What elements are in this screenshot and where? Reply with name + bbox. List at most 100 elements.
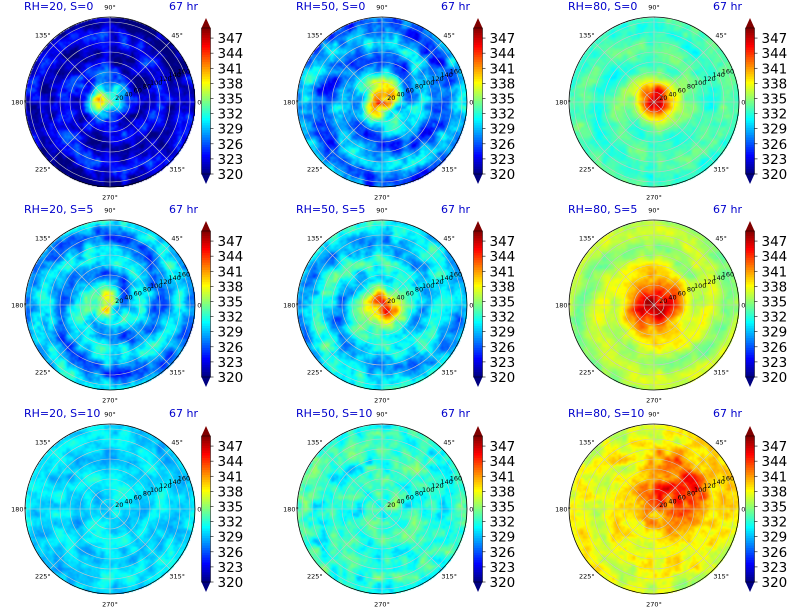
angular-gridline (593, 508, 655, 570)
radial-tick-label: 20 (115, 297, 123, 305)
colorbar-segment (473, 161, 483, 165)
colorbar-segment (201, 530, 211, 534)
colorbar-tick-label: 326 (218, 545, 244, 561)
colorbar-segment (473, 132, 483, 136)
colorbar-segment (201, 115, 211, 119)
colorbar-tick-label: 329 (490, 530, 516, 546)
colorbar-segment (473, 325, 483, 329)
angle-tick-label: 270° (646, 194, 662, 202)
colorbar-segment (745, 328, 755, 332)
colorbar-segment (473, 49, 483, 53)
colorbar-tick-label: 326 (490, 340, 516, 356)
angle-tick-label: 45° (715, 31, 727, 39)
colorbar-tick-label: 341 (490, 469, 516, 485)
colorbar-segment (745, 37, 755, 41)
colorbar-segment (201, 301, 211, 305)
colorbar-segment (201, 257, 211, 261)
colorbar-segment (473, 496, 483, 500)
angular-gridline (593, 41, 655, 103)
angle-tick-label: 225° (35, 166, 51, 174)
colorbar-segment (201, 436, 211, 440)
colorbar-segment (473, 574, 483, 578)
colorbar-segment (473, 560, 483, 564)
colorbar-segment (473, 352, 483, 356)
colorbar-segment (201, 103, 211, 107)
colorbar-segment (745, 533, 755, 537)
panel-title: RH=20, S=0 (24, 0, 93, 13)
angle-tick-label: 270° (102, 397, 118, 405)
radial-tick-label: 40 (668, 293, 676, 301)
colorbar-tick-label: 332 (218, 310, 244, 326)
angle-tick-label: 135° (307, 234, 323, 242)
colorbar-segment (201, 364, 211, 368)
colorbar-segment (473, 110, 483, 114)
angular-gridline (49, 244, 111, 306)
colorbar-segment (201, 47, 211, 51)
colorbar-segment (745, 347, 755, 351)
colorbar-segment (745, 308, 755, 312)
colorbar-segment (745, 286, 755, 290)
colorbar-segment (473, 108, 483, 112)
colorbar-segment (201, 352, 211, 356)
radial-tick-label: 120 (703, 278, 715, 286)
colorbar-tick-label: 329 (762, 325, 788, 341)
colorbar-segment (201, 233, 211, 237)
colorbar-segment (745, 572, 755, 576)
angle-tick-label: 45° (715, 234, 727, 242)
colorbar-segment (745, 564, 755, 568)
colorbar-tick-label: 332 (218, 515, 244, 531)
colorbar-segment (473, 535, 483, 539)
colorbar-segment (745, 323, 755, 327)
angular-gridline (109, 508, 171, 570)
colorbar-tick-label: 323 (490, 560, 516, 576)
panel-title: RH=20, S=5 (24, 203, 93, 216)
colorbar-segment (201, 564, 211, 568)
colorbar-segment (201, 579, 211, 583)
angular-gridline (49, 41, 111, 103)
colorbar-segment (201, 330, 211, 334)
radial-tick-label: 120 (431, 482, 443, 490)
colorbar-segment (473, 294, 483, 298)
colorbar-tick-label: 320 (762, 167, 788, 183)
colorbar-segment (745, 156, 755, 160)
colorbar-tick-label: 347 (762, 234, 788, 250)
radial-tick-label: 40 (396, 90, 404, 98)
colorbar-segment (201, 52, 211, 56)
colorbar-tick-label: 341 (218, 469, 244, 485)
colorbar-segment (201, 557, 211, 561)
colorbar-segment (745, 579, 755, 583)
colorbar-segment (745, 472, 755, 476)
colorbar-segment (745, 547, 755, 551)
colorbar-segment (745, 240, 755, 244)
colorbar-tick-label: 335 (218, 499, 244, 515)
colorbar-segment (201, 367, 211, 371)
panel-time-label: 67 hr (169, 0, 198, 13)
colorbar-segment (201, 101, 211, 105)
colorbar-segment (473, 142, 483, 146)
colorbar-segment (745, 562, 755, 566)
colorbar-segment (201, 267, 211, 271)
colorbar-segment (745, 465, 755, 469)
colorbar-segment (201, 86, 211, 90)
colorbar-segment (473, 526, 483, 530)
colorbar-segment (745, 108, 755, 112)
colorbar-segment (745, 64, 755, 68)
colorbar-segment (201, 533, 211, 537)
angular-gridline (381, 41, 443, 103)
angular-gridline (321, 101, 383, 163)
angle-tick-label: 315° (713, 369, 729, 377)
colorbar-segment (201, 284, 211, 288)
colorbar-segment (473, 311, 483, 315)
colorbar-segment (473, 504, 483, 508)
polar-frame (24, 219, 196, 391)
colorbar-segment (473, 98, 483, 102)
colorbar-tick-label: 320 (490, 575, 516, 591)
angular-gridline (653, 244, 715, 306)
colorbar-segment (201, 81, 211, 85)
colorbar-segment (473, 306, 483, 310)
angular-gridline (653, 508, 715, 570)
colorbar-segment (745, 489, 755, 493)
